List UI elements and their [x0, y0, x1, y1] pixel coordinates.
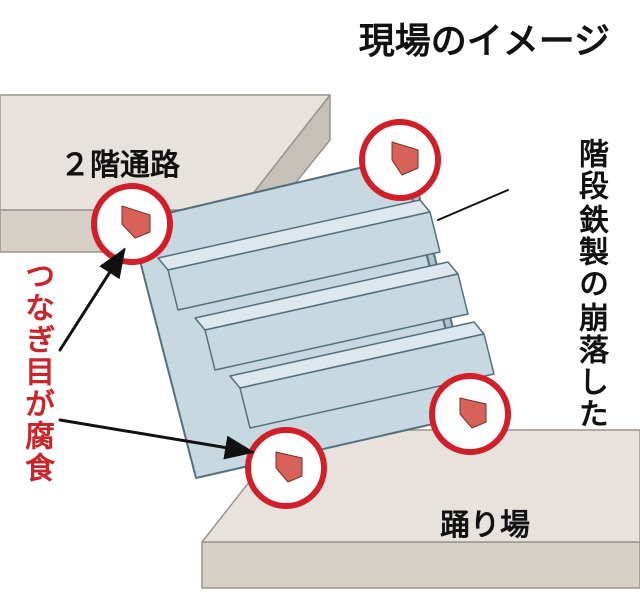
diagram-svg: [0, 0, 640, 605]
label-corrosion: つなぎ目が腐食: [14, 260, 58, 484]
label-stairs: 崩落した鉄製の階段: [570, 138, 611, 430]
label-corridor: ２階通路: [60, 140, 180, 184]
diagram-title: 現場のイメージ: [359, 12, 610, 64]
label-landing: 踊り場: [440, 500, 530, 544]
